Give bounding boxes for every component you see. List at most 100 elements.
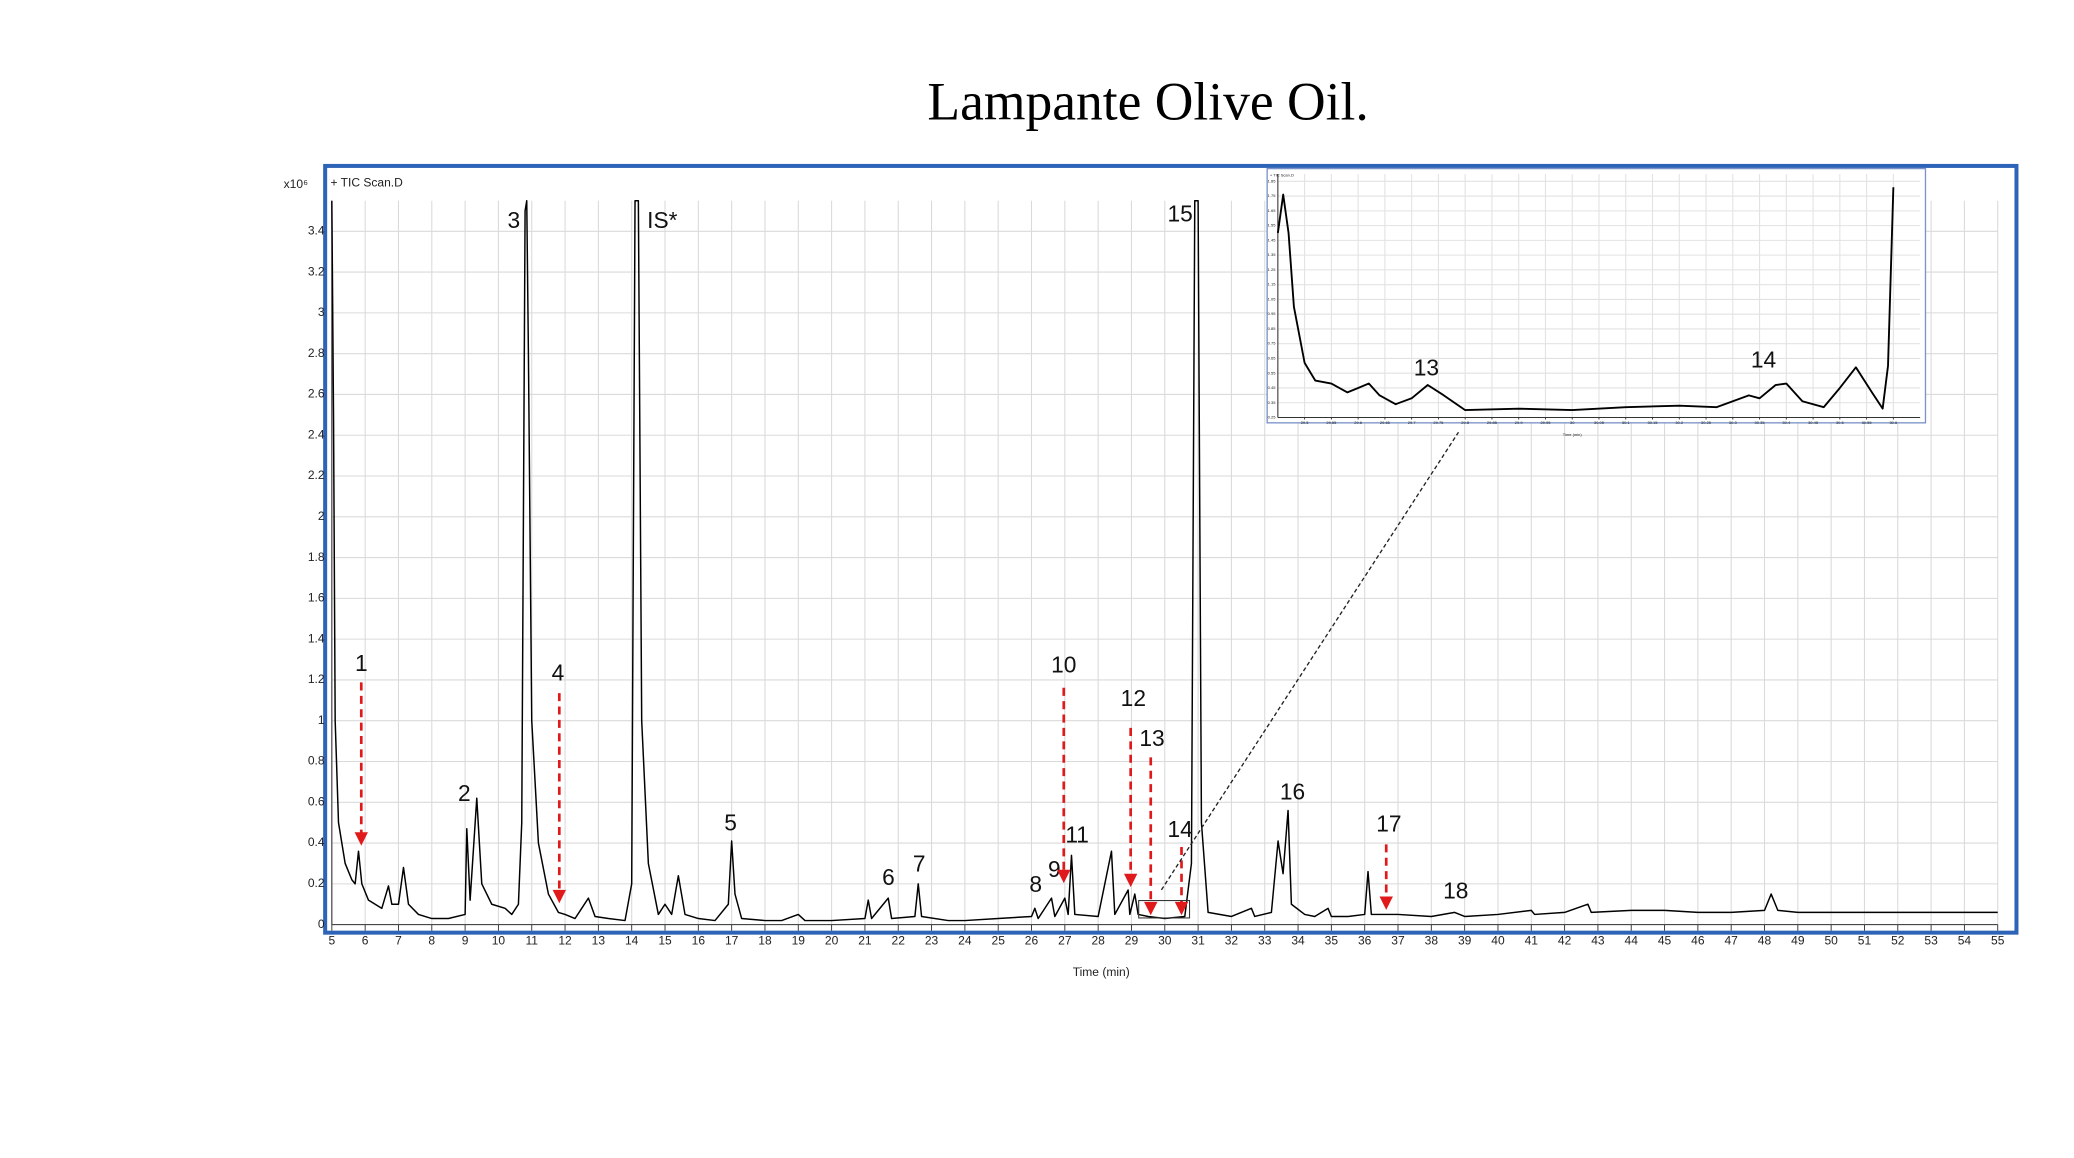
x-tick-label: 29.9 bbox=[1515, 420, 1524, 425]
y-unit: x10⁶ bbox=[284, 177, 308, 191]
x-tick-label: 15 bbox=[658, 934, 672, 948]
x-tick-label: 33 bbox=[1258, 934, 1272, 948]
x-tick-label: 22 bbox=[892, 934, 906, 948]
arrow-head bbox=[1123, 873, 1138, 888]
peak-label: 13 bbox=[1414, 354, 1439, 380]
y-tick-label: 1.15 bbox=[1268, 282, 1277, 287]
x-tick-label: 46 bbox=[1691, 934, 1705, 948]
x-tick-label: 25 bbox=[992, 934, 1006, 948]
x-tick-label: 29.75 bbox=[1433, 420, 1444, 425]
x-tick-label: 47 bbox=[1724, 934, 1738, 948]
x-tick-label: 43 bbox=[1591, 934, 1605, 948]
peak-label: 17 bbox=[1376, 811, 1401, 837]
peak-label: 14 bbox=[1751, 346, 1776, 372]
trace bbox=[331, 199, 1998, 922]
x-tick-label: 7 bbox=[395, 934, 402, 948]
peak-label: 16 bbox=[1280, 778, 1305, 804]
x-tick-label: 32 bbox=[1225, 934, 1239, 948]
y-tick-label: 2.4 bbox=[308, 427, 325, 441]
x-tick-label: 29.6 bbox=[1354, 420, 1363, 425]
y-tick-label: 1 bbox=[318, 713, 325, 727]
x-axis-label: Time (min) bbox=[1563, 432, 1583, 437]
x-tick-label: 55 bbox=[1991, 934, 2005, 948]
zoom-box bbox=[1138, 900, 1191, 919]
x-tick-label: 29.95 bbox=[1540, 420, 1551, 425]
x-tick-label: 13 bbox=[592, 934, 606, 948]
y-tick-label: 1.2 bbox=[308, 672, 325, 686]
x-tick-label: 29.85 bbox=[1487, 420, 1498, 425]
x-tick-label: 30.5 bbox=[1836, 420, 1845, 425]
x-tick-label: 45 bbox=[1658, 934, 1672, 948]
x-tick-label: 36 bbox=[1358, 934, 1372, 948]
y-tick-label: 0 bbox=[318, 917, 325, 931]
x-tick-label: 12 bbox=[558, 934, 572, 948]
x-tick-label: 23 bbox=[925, 934, 939, 948]
x-tick-label: 30.05 bbox=[1594, 420, 1605, 425]
x-tick-label: 31 bbox=[1191, 934, 1205, 948]
chart-title: Lampante Olive Oil. bbox=[927, 71, 1368, 131]
x-tick-label: 39 bbox=[1458, 934, 1472, 948]
peak-label: 4 bbox=[552, 659, 565, 685]
y-tick-label: 0.55 bbox=[1268, 370, 1277, 375]
y-tick-label: 1.35 bbox=[1268, 252, 1277, 257]
y-tick-label: 0.35 bbox=[1268, 400, 1277, 405]
y-tick-label: 1.4 bbox=[308, 631, 325, 645]
peak-label: 10 bbox=[1051, 651, 1076, 677]
x-tick-label: 30.15 bbox=[1648, 420, 1659, 425]
x-tick-label: 19 bbox=[792, 934, 806, 948]
x-tick-label: 26 bbox=[1025, 934, 1039, 948]
x-tick-label: 21 bbox=[858, 934, 872, 948]
y-tick-label: 1.45 bbox=[1268, 237, 1277, 242]
y-tick-label: 1.8 bbox=[308, 550, 325, 564]
y-tick-label: 0.45 bbox=[1268, 385, 1277, 390]
x-tick-label: 30.55 bbox=[1862, 420, 1873, 425]
x-tick-label: 30 bbox=[1158, 934, 1172, 948]
x-tick-label: 48 bbox=[1758, 934, 1772, 948]
x-tick-label: 6 bbox=[362, 934, 369, 948]
x-tick-label: 38 bbox=[1425, 934, 1439, 948]
x-tick-label: 20 bbox=[825, 934, 839, 948]
x-tick-label: 5 bbox=[328, 934, 335, 948]
peak-label: 8 bbox=[1029, 871, 1042, 897]
x-tick-label: 37 bbox=[1391, 934, 1405, 948]
x-axis-label: Time (min) bbox=[1073, 965, 1130, 979]
y-tick-label: 1.25 bbox=[1268, 267, 1277, 272]
legend: + TIC Scan.D bbox=[331, 176, 404, 190]
x-tick-label: 11 bbox=[525, 934, 538, 948]
x-tick-label: 29.5 bbox=[1301, 420, 1310, 425]
x-tick-label: 41 bbox=[1525, 934, 1539, 948]
peak-label: 2 bbox=[458, 780, 471, 806]
x-tick-label: 30.35 bbox=[1755, 420, 1766, 425]
peak-label: 15 bbox=[1168, 200, 1193, 226]
x-tick-label: 53 bbox=[1924, 934, 1938, 948]
x-tick-label: 51 bbox=[1858, 934, 1872, 948]
peak-label: 7 bbox=[913, 851, 926, 877]
y-tick-label: 0.65 bbox=[1268, 356, 1277, 361]
y-tick-label: 0.25 bbox=[1268, 415, 1277, 420]
x-tick-label: 8 bbox=[428, 934, 435, 948]
x-tick-label: 50 bbox=[1824, 934, 1838, 948]
y-tick-label: 1.6 bbox=[308, 591, 325, 605]
x-tick-label: 44 bbox=[1625, 934, 1639, 948]
y-tick-label: 2.8 bbox=[308, 346, 325, 360]
trace bbox=[1276, 187, 1895, 412]
y-tick-label: 0.75 bbox=[1268, 341, 1277, 346]
peak-label: 3 bbox=[507, 207, 520, 233]
y-tick-label: 3 bbox=[318, 305, 325, 319]
peak-label: 1 bbox=[355, 650, 368, 676]
y-tick-label: 3.2 bbox=[308, 264, 325, 278]
y-tick-label: 1.05 bbox=[1268, 296, 1277, 301]
chart-1: 0.25 0.35 0.45 0.55 0.65 0.75 0.85 0.95 1.05 1.15… bbox=[1266, 167, 1927, 437]
x-tick-label: 30.3 bbox=[1729, 420, 1738, 425]
y-tick-label: 1.65 bbox=[1268, 208, 1277, 213]
arrow-head bbox=[354, 832, 368, 846]
y-tick-label: 1.55 bbox=[1268, 223, 1277, 228]
peak-label: 6 bbox=[882, 864, 895, 890]
x-tick-label: 30.6 bbox=[1889, 420, 1898, 425]
arrow-head bbox=[1174, 901, 1189, 916]
y-tick-label: 0.4 bbox=[308, 835, 325, 849]
x-tick-label: 40 bbox=[1491, 934, 1505, 948]
x-tick-label: 29.8 bbox=[1461, 420, 1470, 425]
x-tick-label: 17 bbox=[725, 934, 739, 948]
